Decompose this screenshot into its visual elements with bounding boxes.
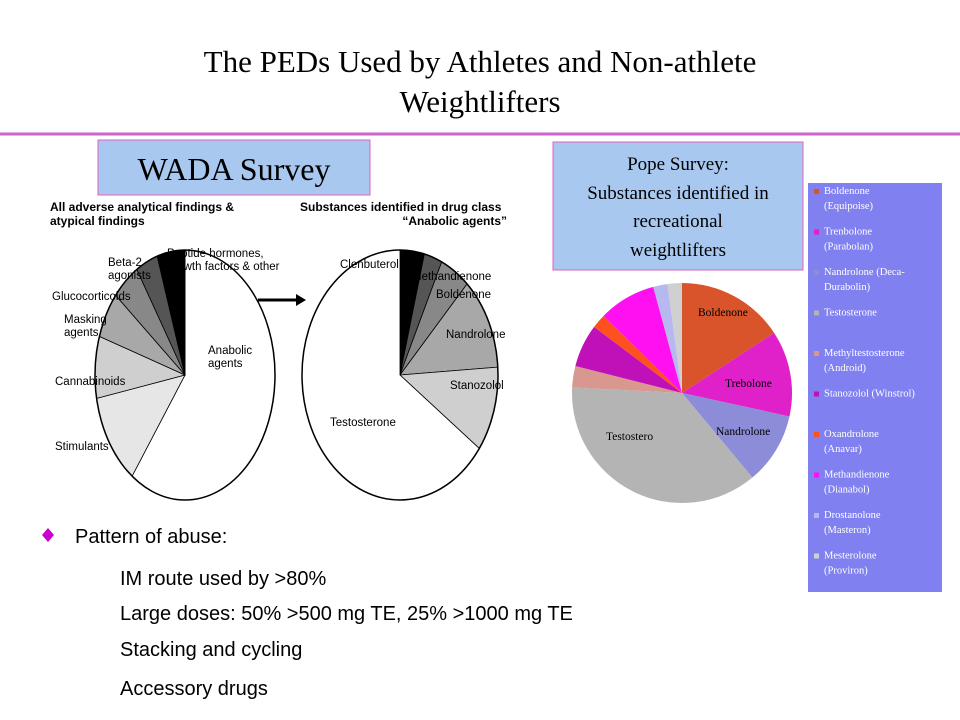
legend-swatch [814,270,819,275]
legend-swatch [814,513,819,518]
slice-label: Stanozolol [450,380,504,392]
legend-label: Nandrolone (Deca- [824,267,905,278]
legend-label: Oxandrolone [824,429,879,440]
bullet-item: IM route used by >80% [120,568,326,590]
arrow-head [296,294,306,306]
legend-label: (Dianabol) [824,485,870,496]
legend-swatch [814,351,819,356]
pope-label: weightlifters [630,240,726,261]
slice-label: Testostero [606,431,653,443]
pie-slice [594,315,682,393]
pie-title: All adverse analytical findings & [50,200,234,214]
legend-label: Trenbolone [824,227,872,238]
pie-outline [301,249,499,501]
bullet-item: Stacking and cycling [120,639,302,661]
legend-label: Durabolin) [824,282,871,293]
legend-label: (Equipoise) [824,201,873,212]
legend-swatch [814,189,819,194]
legend-label: Stanozolol (Winstrol) [824,389,915,400]
bullet [42,528,54,542]
legend-swatch [814,553,819,559]
legend-label: Drostanolone [824,510,881,521]
slice-label: Peptide hormones, [167,248,264,260]
slice-label: Boldenone [698,307,748,319]
slice-label: Nandrolone [716,426,770,438]
legend-label: Testosterone [824,308,877,319]
pie-title: “Anabolic agents” [402,214,507,228]
pie-slice [682,393,790,478]
slice-label: Stimulants [55,441,109,453]
slice-label: growth factors & other [167,261,280,273]
pie-slice [653,283,682,393]
title: Weightlifters [399,84,560,119]
legend-label: (Android) [824,363,866,374]
bullet-item: Accessory drugs [120,678,268,700]
slice-label: Methandienone [412,271,491,283]
legend-label: Methyltestosterone [824,348,905,359]
slice-label: agents [208,358,243,370]
slice-label: agents [64,327,99,339]
pope-label: recreational [633,211,723,232]
slice-label: agonists [108,270,151,282]
pie-slice [575,326,682,393]
pie-slice [682,283,775,393]
slice-label: Beta-2 [108,257,142,269]
slice-label: Glucocorticoids [52,291,131,303]
wada-label: WADA Survey [138,151,331,187]
slice-label: Anabolic [208,345,252,357]
pie-slice [667,283,682,393]
legend-label: Methandienone [824,470,890,481]
legend-swatch [814,310,819,316]
pope-box [552,141,804,271]
slice-label: Clenbuterol [340,259,399,271]
pie-title: Substances identified in drug class [300,200,502,214]
bullet-heading: Pattern of abuse: [75,526,227,548]
slice-label: Boldenone [436,289,491,301]
pie-slice [682,332,792,417]
slice-label: Masking [64,314,107,326]
legend-label: (Masteron) [824,525,871,536]
legend-label: Mesterolone [824,551,877,562]
wada-box [97,139,371,196]
legend-label: Boldenone [824,186,870,197]
legend-box [808,183,942,592]
slice-label: Testosterone [330,417,396,429]
legend-swatch [814,229,819,235]
title: The PEDs Used by Athletes and Non-athlet… [204,44,757,79]
pie-title: atypical findings [50,214,145,228]
legend-label: (Parabolan) [824,242,873,253]
legend-swatch [814,472,819,478]
pope-label: Pope Survey: [627,154,729,175]
legend-label: (Proviron) [824,566,868,577]
pie-slice [572,387,753,503]
pie-outline [94,249,276,501]
pie-slice [572,365,682,393]
legend-label: (Anavar) [824,444,862,455]
legend-swatch [814,432,819,437]
bullet-item: Large doses: 50% >500 mg TE, 25% >1000 m… [120,603,573,625]
pope-label: Substances identified in [587,183,769,204]
pie-slice [603,286,682,393]
slice-label: Trebolone [725,378,772,390]
slice-label: Nandrolone [446,329,505,341]
slice-label: Cannabinoids [55,376,126,388]
legend-swatch [814,391,819,397]
